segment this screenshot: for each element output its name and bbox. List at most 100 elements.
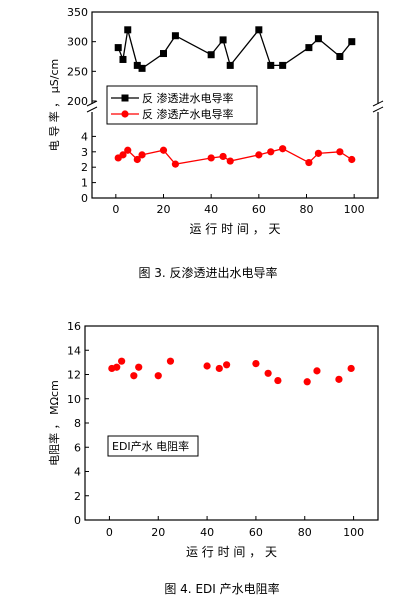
data-point-s1-16 [348, 155, 356, 164]
y-tick-label-7: 14 [67, 344, 81, 357]
data-point-s1-3 [133, 155, 141, 164]
data-point-s1-11 [267, 148, 275, 156]
x-tick-label-4: 80 [300, 203, 314, 216]
figure-caption-4: 图 4. EDI 产水电阻率 [164, 581, 279, 596]
data-point-s0-12 [274, 376, 282, 385]
data-point-s0-14 [314, 35, 322, 43]
lower-y-tick-label-1: 1 [81, 177, 88, 190]
data-point-s0-8 [219, 36, 227, 44]
data-point-s0-6 [171, 32, 179, 40]
legend-label-1: 反 渗透产水电导率 [142, 107, 234, 121]
x-tick-label-1: 20 [151, 526, 165, 539]
data-point-s0-9 [226, 61, 234, 69]
x-axis-label: 运 行 时 间 ， 天 [189, 222, 280, 236]
y-tick-label-0: 0 [74, 514, 81, 527]
legend-box [107, 435, 199, 457]
legend: EDI产水 电阻率 [107, 435, 199, 457]
figure-caption-3: 图 3. 反渗透进出水电导率 [138, 265, 277, 280]
data-point-s1-8 [219, 152, 227, 161]
data-point-s0-16 [347, 364, 355, 373]
data-point-s1-2 [124, 146, 132, 154]
y-tick-label-5: 10 [67, 393, 81, 406]
data-point-s0-8 [215, 364, 223, 373]
upper-y-tick-label-1: 250 [67, 65, 88, 78]
data-point-s1-7 [207, 154, 215, 162]
x-tick-label-1: 20 [157, 203, 171, 216]
x-tick-label-0: 0 [106, 526, 113, 539]
lower-y-tick-label-4: 4 [81, 130, 88, 143]
data-point-s0-5 [154, 372, 162, 380]
y-tick-label-2: 4 [74, 466, 81, 479]
data-point-s0-15 [336, 53, 344, 60]
upper-y-tick-label-2: 300 [67, 36, 88, 49]
data-point-s1-14 [314, 149, 323, 157]
data-point-s0-9 [223, 361, 231, 369]
data-point-s1-4 [138, 151, 146, 159]
axis-break-slash-0b [86, 106, 98, 113]
x-tick-label-2: 40 [200, 526, 214, 539]
x-tick-label-3: 60 [249, 526, 263, 539]
data-point-s0-14 [313, 367, 321, 375]
lower-y-tick-label-0: 0 [81, 192, 88, 205]
legend-label-0: 反 渗透进水电导率 [142, 91, 234, 105]
axis-break [86, 100, 384, 113]
data-point-s0-11 [267, 61, 275, 69]
data-point-s0-11 [264, 369, 272, 377]
y-tick-label-4: 8 [74, 417, 81, 430]
upper-y-tick-label-3: 350 [67, 6, 88, 19]
y-tick-label-8: 16 [67, 320, 81, 333]
y-tick-label-3: 6 [74, 441, 81, 454]
data-point-s1-10 [255, 151, 263, 159]
data-point-s0-13 [303, 378, 311, 386]
y-tick-label-6: 12 [67, 369, 81, 382]
x-tick-label-0: 0 [112, 203, 119, 216]
data-point-s0-2 [124, 26, 132, 34]
data-point-s1-5 [159, 146, 168, 154]
axis-break-gap-1 [373, 104, 383, 112]
data-point-s0-7 [207, 51, 215, 59]
x-tick-label-5: 100 [344, 203, 365, 216]
data-point-s0-4 [135, 363, 143, 371]
data-point-s0-15 [335, 375, 343, 383]
x-tick-label-5: 100 [343, 526, 364, 539]
y-axis-label: 电 导 率 ， μS/cm [47, 59, 61, 151]
legend-box [106, 85, 258, 125]
upper-y-tick-label-0: 200 [67, 95, 88, 108]
axis-break-slash-0a [86, 100, 98, 107]
data-point-s1-13 [305, 158, 313, 167]
data-point-s0-12 [279, 61, 287, 69]
data-point-s1-15 [336, 148, 344, 156]
data-point-s0-13 [305, 44, 313, 52]
lower-y-tick-label-3: 3 [81, 146, 88, 159]
axis-break-slash-1a [372, 100, 384, 107]
data-point-s1-9 [226, 157, 234, 165]
data-point-s0-5 [160, 50, 167, 58]
axis-break-slash-1b [372, 106, 384, 113]
data-point-s1-6 [171, 160, 180, 168]
data-point-s0-10 [252, 359, 260, 368]
legend-label-0: EDI产水 电阻率 [112, 439, 189, 453]
data-point-s0-4 [138, 64, 146, 72]
data-point-s0-3 [133, 61, 141, 69]
data-point-s0-2 [118, 357, 126, 365]
y-axis-label: 电阻率 ， MΩcm [47, 380, 61, 466]
legend-marker-1 [121, 110, 129, 118]
data-point-s0-1 [119, 55, 127, 63]
data-point-s1-1 [119, 151, 127, 159]
data-point-s1-12 [279, 145, 287, 153]
axis-break-gap-0 [87, 104, 97, 112]
x-tick-label-4: 80 [298, 526, 312, 539]
legend-marker-0 [121, 94, 129, 102]
plot-frame [84, 325, 379, 521]
data-point-s0-3 [130, 372, 138, 380]
lower-y-tick-label-2: 2 [81, 161, 88, 174]
data-point-s0-0 [114, 44, 122, 52]
data-point-s0-1 [113, 363, 121, 371]
chart-figure-3: 0 20 40 60 80 100 200 250 300 350 0 1 2 3 4 反 渗透进水电导率反 … [47, 6, 384, 280]
data-point-s0-10 [255, 26, 263, 34]
data-point-s0-6 [166, 357, 175, 365]
y-tick-label-1: 2 [74, 490, 81, 503]
